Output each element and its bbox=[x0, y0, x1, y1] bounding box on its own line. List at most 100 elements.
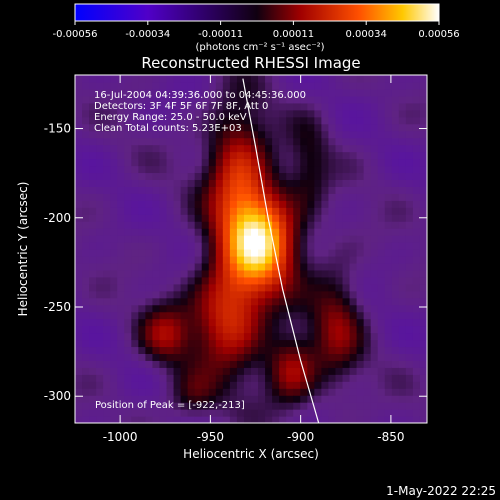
heatmap-cell bbox=[356, 144, 365, 153]
heatmap-cell bbox=[75, 304, 83, 313]
heatmap-cell bbox=[391, 137, 400, 146]
heatmap-cell bbox=[321, 325, 330, 334]
heatmap-cell bbox=[272, 207, 280, 215]
heatmap-cell bbox=[215, 276, 224, 285]
heatmap-cell bbox=[187, 276, 196, 285]
heatmap-cell bbox=[398, 332, 407, 341]
heatmap-cell bbox=[321, 137, 330, 146]
heatmap-cell bbox=[391, 367, 400, 375]
heatmap-cell bbox=[279, 367, 287, 375]
heatmap-cell bbox=[377, 276, 386, 285]
heatmap-cell bbox=[96, 88, 104, 97]
heatmap-cell bbox=[89, 360, 97, 368]
heatmap-cell bbox=[342, 179, 351, 187]
heatmap-cell bbox=[419, 123, 427, 132]
heatmap-cell bbox=[356, 249, 365, 257]
heatmap-cell bbox=[349, 360, 358, 368]
heatmap-cell bbox=[215, 297, 224, 306]
heatmap-cell bbox=[166, 388, 175, 396]
heatmap-cell bbox=[384, 221, 393, 229]
heatmap-cell bbox=[194, 255, 203, 264]
heatmap-cell bbox=[166, 158, 175, 167]
heatmap-cell bbox=[342, 193, 351, 201]
heatmap-cell bbox=[258, 269, 266, 278]
heatmap-cell bbox=[96, 102, 104, 111]
heatmap-cell bbox=[349, 186, 358, 194]
heatmap-cell bbox=[363, 339, 372, 348]
heatmap-cell bbox=[370, 409, 379, 417]
heatmap-cell bbox=[75, 165, 83, 174]
heatmap-cell bbox=[427, 312, 435, 320]
heatmap-cell bbox=[293, 283, 301, 292]
heatmap-cell bbox=[279, 332, 287, 341]
heatmap-cell bbox=[293, 276, 301, 285]
heatmap-cell bbox=[82, 290, 90, 299]
heatmap-cell bbox=[377, 186, 386, 194]
heatmap-cell bbox=[258, 116, 266, 125]
heatmap-cell bbox=[258, 214, 266, 222]
heatmap-cell bbox=[293, 137, 301, 146]
heatmap-cell bbox=[384, 255, 393, 264]
heatmap-cell bbox=[236, 395, 245, 403]
heatmap-cell bbox=[96, 311, 104, 320]
heatmap-cell bbox=[229, 102, 238, 111]
heatmap-cell bbox=[293, 416, 301, 423]
heatmap-cell bbox=[391, 318, 400, 327]
heatmap-cell bbox=[201, 402, 210, 410]
heatmap-cell bbox=[215, 283, 224, 292]
heatmap-cell bbox=[208, 416, 217, 423]
heatmap-cell bbox=[236, 137, 245, 146]
heatmap-cell bbox=[349, 395, 358, 403]
heatmap-cell bbox=[427, 89, 435, 97]
heatmap-cell bbox=[215, 339, 224, 348]
heatmap-cell bbox=[145, 116, 154, 125]
heatmap-cell bbox=[138, 262, 146, 271]
heatmap-cell bbox=[187, 242, 196, 250]
heatmap-cell bbox=[279, 255, 287, 264]
heatmap-cell bbox=[279, 402, 287, 410]
heatmap-cell bbox=[265, 242, 273, 250]
heatmap-cell bbox=[89, 325, 97, 334]
heatmap-cell bbox=[117, 367, 125, 375]
heatmap-cell bbox=[96, 200, 104, 208]
heatmap-cell bbox=[89, 402, 97, 410]
heatmap-cell bbox=[82, 353, 90, 361]
heatmap-cell bbox=[117, 346, 125, 354]
heatmap-cell bbox=[103, 242, 111, 250]
heatmap-cell bbox=[384, 207, 393, 215]
heatmap-cell bbox=[131, 290, 139, 299]
heatmap-cell bbox=[293, 207, 301, 215]
heatmap-cell bbox=[201, 95, 210, 104]
heatmap-cell bbox=[335, 207, 344, 215]
heatmap-cell bbox=[412, 242, 421, 250]
heatmap-cell bbox=[222, 95, 231, 104]
heatmap-cell bbox=[398, 207, 407, 215]
heatmap-cell bbox=[251, 297, 259, 306]
heatmap-cell bbox=[194, 200, 203, 208]
heatmap-cell bbox=[187, 318, 196, 327]
heatmap-cell bbox=[82, 214, 90, 222]
heatmap-cell bbox=[124, 367, 132, 375]
heatmap-cell bbox=[265, 249, 273, 257]
heatmap-cell bbox=[328, 179, 337, 187]
heatmap-cell bbox=[300, 276, 308, 285]
heatmap-cell bbox=[166, 297, 175, 306]
heatmap-cell bbox=[363, 179, 372, 187]
heatmap-cell bbox=[328, 255, 337, 264]
heatmap-cell bbox=[229, 325, 238, 334]
heatmap-cell bbox=[131, 249, 139, 257]
heatmap-cell bbox=[279, 200, 287, 208]
heatmap-cell bbox=[349, 249, 358, 257]
heatmap-cell bbox=[222, 325, 231, 334]
heatmap-cell bbox=[335, 242, 344, 250]
heatmap-cell bbox=[194, 214, 203, 222]
heatmap-cell bbox=[377, 144, 386, 153]
heatmap-cell bbox=[300, 402, 308, 410]
heatmap-cell bbox=[236, 158, 245, 167]
heatmap-cell bbox=[314, 207, 322, 215]
heatmap-cell bbox=[356, 269, 365, 278]
heatmap-cell bbox=[377, 137, 386, 146]
heatmap-cell bbox=[194, 130, 203, 139]
heatmap-cell bbox=[328, 367, 337, 375]
heatmap-cell bbox=[75, 109, 83, 118]
